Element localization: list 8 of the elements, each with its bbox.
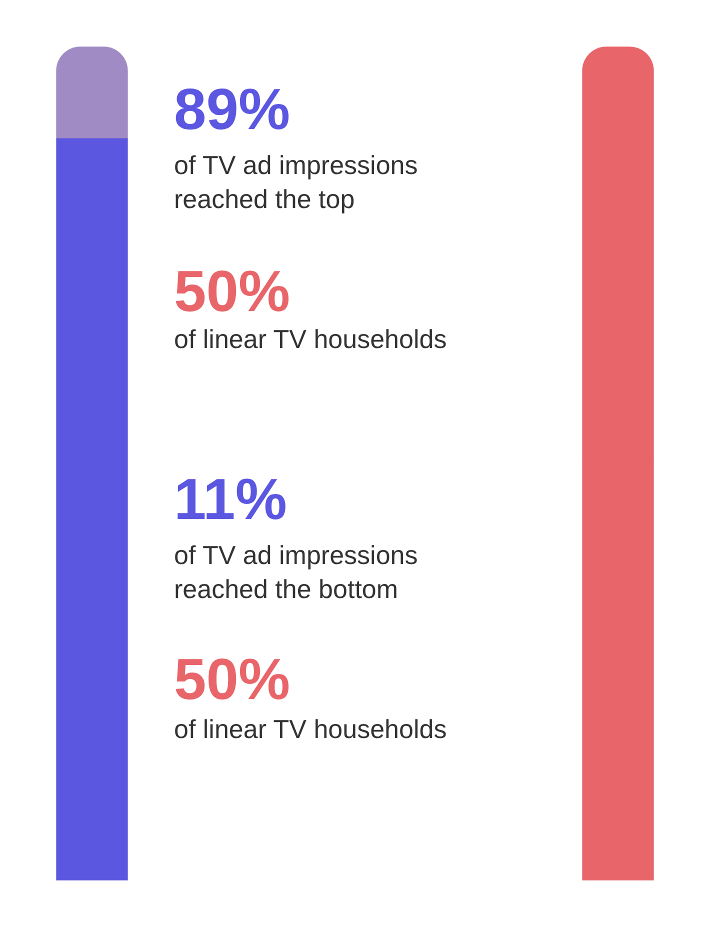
annotation: 11% — [174, 467, 287, 532]
annotation: of linear TV households — [174, 713, 448, 746]
annotation: of TV ad impressions reached the top — [174, 149, 419, 216]
annotation: 89% — [174, 77, 290, 142]
annotation: 50% — [174, 647, 290, 712]
annotation: of TV ad impressions reached the bottom — [174, 539, 419, 606]
annotation: of linear TV households — [174, 323, 448, 356]
annotation: 50% — [174, 259, 290, 324]
